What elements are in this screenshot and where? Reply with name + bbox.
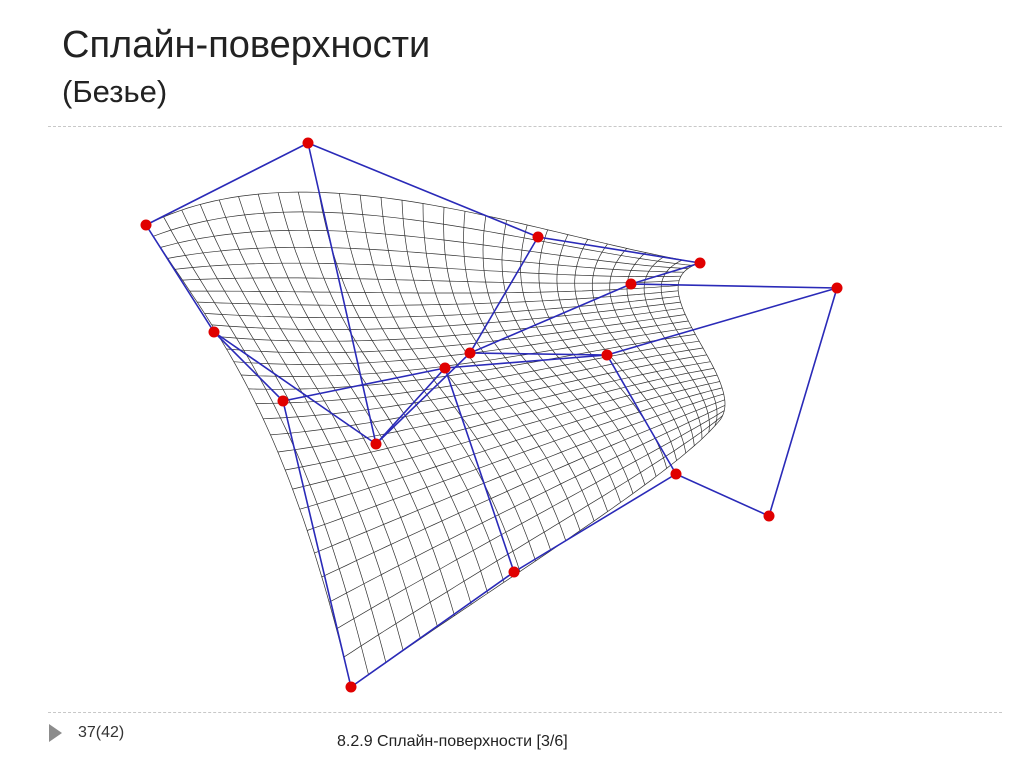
mesh-line bbox=[343, 415, 723, 658]
mesh-line bbox=[307, 387, 723, 531]
control-point bbox=[625, 278, 637, 290]
surface-mesh bbox=[145, 191, 726, 688]
triangle-right-icon[interactable] bbox=[49, 724, 62, 742]
control-point bbox=[532, 231, 544, 243]
mesh-line bbox=[255, 340, 700, 404]
control-polygon-line bbox=[145, 224, 352, 688]
mesh-line bbox=[538, 229, 657, 477]
control-polygon-line bbox=[630, 262, 839, 517]
mesh-line bbox=[257, 194, 455, 616]
control-point bbox=[370, 438, 382, 450]
mesh-line bbox=[336, 410, 725, 630]
control-polygon-line bbox=[307, 142, 515, 573]
control-polygon-line bbox=[145, 142, 701, 264]
control-point bbox=[345, 681, 357, 693]
control-point bbox=[277, 395, 289, 407]
control-point bbox=[601, 349, 613, 361]
mesh-line bbox=[238, 196, 438, 628]
mesh-line bbox=[263, 347, 704, 420]
mesh-line bbox=[145, 224, 352, 688]
section-label: 8.2.9 Сплайн-поверхности [3/6] bbox=[337, 733, 568, 750]
mesh-line bbox=[145, 191, 701, 264]
mesh-line bbox=[314, 393, 724, 554]
control-polygon-line bbox=[282, 287, 838, 402]
control-point bbox=[464, 347, 476, 359]
control-point bbox=[140, 219, 152, 231]
control-net bbox=[145, 142, 839, 688]
control-point bbox=[670, 468, 682, 480]
mesh-line bbox=[422, 203, 581, 531]
mesh-line bbox=[285, 368, 714, 471]
mesh-line bbox=[443, 207, 595, 522]
mesh-line bbox=[463, 211, 608, 512]
control-polygon-line bbox=[213, 283, 632, 446]
mesh-line bbox=[233, 320, 689, 365]
mesh-line bbox=[292, 374, 718, 490]
mesh-line bbox=[574, 239, 677, 461]
page-counter: 37(42) bbox=[78, 724, 125, 741]
bottom-divider bbox=[48, 712, 1002, 713]
control-point bbox=[208, 326, 220, 338]
mesh-line bbox=[520, 224, 646, 485]
slide-subtitle: (Безье) bbox=[62, 74, 168, 109]
mesh-line bbox=[591, 243, 687, 454]
mesh-line bbox=[277, 361, 711, 453]
mesh-line bbox=[339, 193, 521, 572]
control-polygon-line bbox=[468, 236, 677, 475]
mesh-line bbox=[328, 405, 726, 603]
control-point bbox=[831, 282, 843, 294]
mesh-line bbox=[609, 248, 695, 446]
control-points bbox=[140, 137, 843, 693]
control-polygon-line bbox=[350, 473, 770, 688]
control-point bbox=[439, 362, 451, 374]
control-point bbox=[508, 566, 520, 578]
mesh-line bbox=[182, 277, 680, 284]
mesh-line bbox=[204, 295, 680, 319]
mesh-line bbox=[163, 216, 369, 675]
control-point bbox=[763, 510, 775, 522]
control-point bbox=[302, 137, 314, 149]
mesh-line bbox=[482, 215, 621, 503]
slide-title: Сплайн-поверхности bbox=[62, 24, 431, 66]
mesh-line bbox=[660, 259, 718, 427]
mesh-line bbox=[677, 262, 726, 421]
mesh-line bbox=[350, 419, 721, 688]
control-point bbox=[694, 257, 706, 269]
mesh-line bbox=[299, 381, 720, 510]
mesh-line bbox=[248, 334, 696, 390]
mesh-line bbox=[321, 399, 725, 578]
top-divider bbox=[48, 126, 1002, 127]
